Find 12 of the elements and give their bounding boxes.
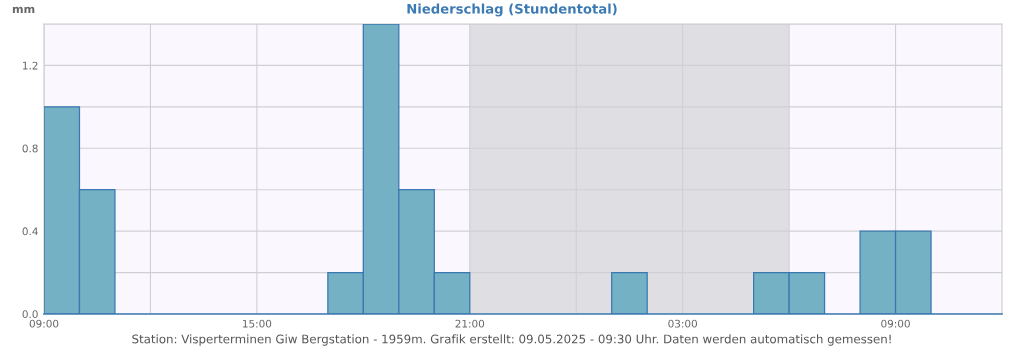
y-tick-label: 0.4: [22, 227, 38, 236]
x-tick-label: 03:00: [668, 319, 697, 328]
x-tick-label: 21:00: [455, 319, 485, 328]
chart-title: Niederschlag (Stundentotal): [407, 3, 617, 17]
x-tick-label: 15:00: [243, 319, 272, 328]
y-tick-label: 0.0: [22, 310, 38, 319]
text: Station: Visperterminen Giw Bergstation - 1959m. Grafik erstellt: 09.05.2025 - 09:30 Uhr. Daten werden automatisch gemessen!: [132, 334, 891, 346]
x-tick-label: 09:00: [881, 319, 910, 328]
y-axis-title: mm: [12, 6, 35, 14]
y-tick-label: 1.2: [23, 61, 38, 70]
y-tick-label: 0.8: [22, 144, 38, 153]
x-tick-label: 09:00: [29, 319, 59, 328]
